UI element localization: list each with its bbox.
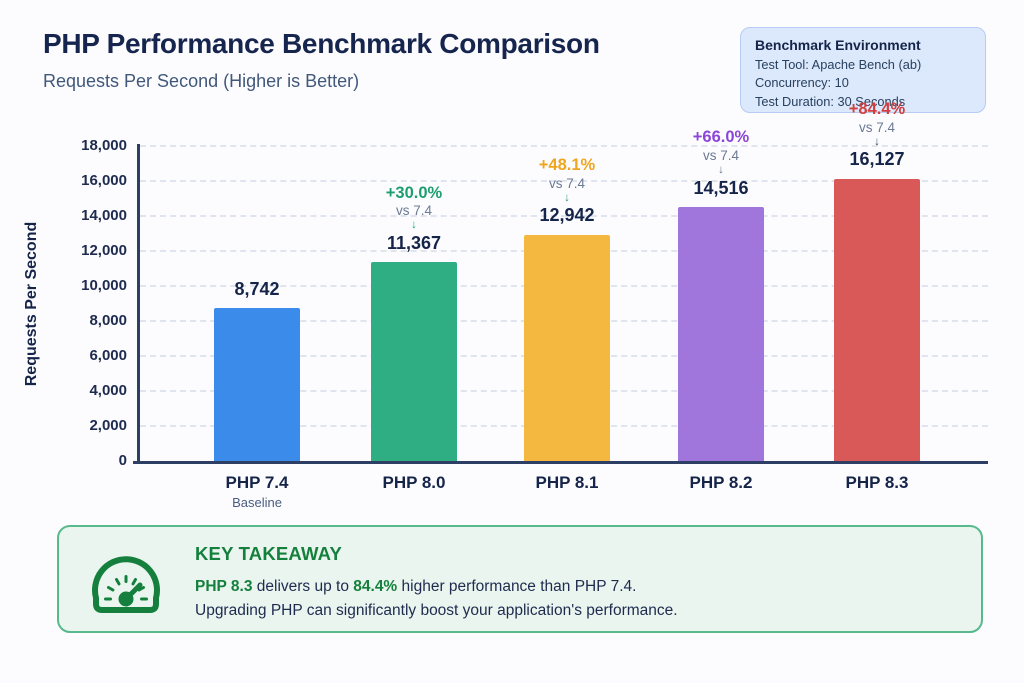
y-axis-tick-label: 16,000 [81, 172, 127, 189]
page-subtitle: Requests Per Second (Higher is Better) [43, 71, 360, 91]
gridline [140, 215, 988, 217]
y-axis-tick-label: 18,000 [81, 137, 127, 154]
bar-value-label: 14,516 [693, 177, 749, 198]
gridline [140, 180, 988, 182]
speedometer-gauge-icon [87, 552, 165, 621]
pct-gain-label: +30.0% [385, 183, 443, 202]
vs-baseline-label: vs 7.4 [858, 120, 896, 135]
takeaway-text-segment: delivers up to [252, 578, 354, 595]
y-axis-line [137, 144, 140, 461]
y-axis-tick-label: 4,000 [89, 382, 127, 399]
x-axis-category-label: PHP 8.2 [689, 473, 753, 492]
takeaway-line-2: Upgrading PHP can significantly boost yo… [195, 602, 678, 620]
bar-annotation: +66.0% vs 7.4 ↓ 14,516 [636, 0, 806, 200]
x-axis-category-label: PHP 8.3 [845, 473, 909, 492]
y-axis-title: Requests Per Second [23, 221, 40, 387]
takeaway-highlight: PHP 8.3 [195, 578, 253, 595]
vs-baseline-label: vs 7.4 [548, 175, 586, 191]
down-arrow-icon: ↓ [874, 135, 880, 148]
takeaway-heading: KEY TAKEAWAY [195, 543, 343, 564]
takeaway-highlight: 84.4% [353, 578, 398, 595]
environment-duration: Test Duration: 30 Seconds [755, 93, 906, 109]
x-axis-category-label: PHP 8.0 [382, 473, 446, 492]
environment-test-tool: Test Tool: Apache Bench (ab) [755, 57, 922, 72]
x-axis-line [133, 461, 988, 464]
down-arrow-icon: ↓ [564, 191, 570, 204]
y-axis-tick-label: 14,000 [81, 207, 127, 224]
bar-php-8-1 [524, 234, 610, 461]
bar-php-8-0 [371, 262, 457, 461]
y-axis-tick-label: 8,000 [89, 312, 127, 329]
bar-annotation: +84.4% vs 7.4 ↓ 16,127 [792, 0, 962, 172]
benchmark-environment-box: Benchmark Environment Test Tool: Apache … [740, 27, 986, 113]
x-axis-category-label: PHP 8.1 [535, 473, 599, 492]
takeaway-text-segment: higher performance than PHP 7.4. [397, 578, 637, 595]
bar-php-7-4 [214, 308, 300, 461]
environment-concurrency: Concurrency: 10 [755, 75, 849, 91]
y-axis-tick-label: 0 [118, 452, 127, 469]
page-title: PHP Performance Benchmark Comparison [43, 28, 600, 59]
bar-value-label: 12,942 [539, 205, 595, 226]
pct-gain-label: +48.1% [538, 155, 596, 174]
bar-value-label: 8,742 [234, 278, 280, 299]
y-axis-tick-label: 6,000 [89, 347, 127, 364]
vs-baseline-label: vs 7.4 [702, 148, 740, 164]
environment-title: Benchmark Environment [755, 37, 921, 53]
takeaway-line-1: PHP 8.3 delivers up to 84.4% higher perf… [195, 575, 678, 599]
y-axis-tick-label: 2,000 [89, 417, 127, 434]
bar-annotation: +30.0% vs 7.4 ↓ 11,367 [329, 0, 499, 255]
y-axis-tick-label: 12,000 [81, 242, 127, 259]
pct-gain-label: +66.0% [692, 128, 750, 147]
x-axis-category-sublabel: Baseline [232, 495, 282, 510]
bar-annotation: +48.1% vs 7.4 ↓ 12,942 [482, 0, 652, 228]
bar-value-label: 11,367 [386, 232, 442, 253]
bar-php-8-3 [834, 178, 920, 461]
pct-gain-label: +84.4% [848, 100, 906, 119]
key-takeaway-panel: KEY TAKEAWAY PHP 8.3 delivers up to 84.4… [57, 525, 983, 633]
bar-annotation: 8,742 [172, 0, 342, 301]
bar-php-8-2 [678, 206, 764, 461]
takeaway-text: PHP 8.3 delivers up to 84.4% higher perf… [195, 575, 678, 623]
x-axis-category-label: PHP 7.4 [225, 473, 289, 492]
y-axis-tick-label: 10,000 [81, 277, 127, 294]
down-arrow-icon: ↓ [411, 219, 417, 232]
bar-value-label: 16,127 [849, 149, 905, 170]
gridline [140, 145, 988, 147]
down-arrow-icon: ↓ [718, 164, 724, 177]
vs-baseline-label: vs 7.4 [395, 203, 433, 219]
